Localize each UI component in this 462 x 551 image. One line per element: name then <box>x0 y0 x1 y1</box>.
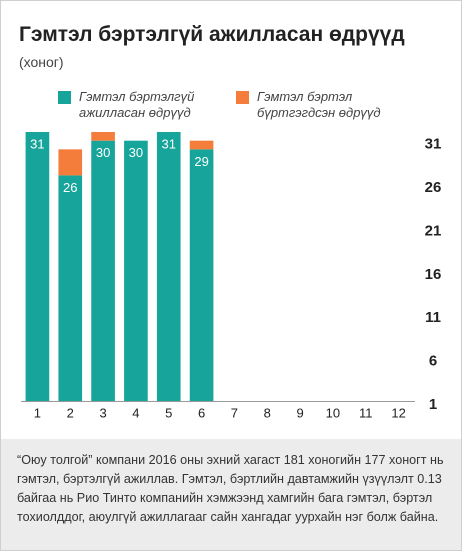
x-tick-label: 8 <box>264 405 271 420</box>
x-tick-label: 12 <box>391 405 405 420</box>
bar-segment <box>58 175 83 401</box>
x-tick-label: 1 <box>34 405 41 420</box>
y-tick-label: 6 <box>429 353 437 370</box>
y-tick-label: 26 <box>425 179 442 196</box>
bar-segment <box>25 132 50 401</box>
bar-segment <box>189 140 214 150</box>
data-label: 31 <box>162 136 176 151</box>
data-label: 30 <box>96 145 110 160</box>
data-label: 26 <box>63 180 77 195</box>
y-tick-label: 31 <box>425 136 442 153</box>
y-tick-label: 11 <box>425 309 441 326</box>
bar-segment <box>189 149 214 401</box>
data-label: 31 <box>30 136 44 151</box>
x-tick-label: 9 <box>296 405 303 420</box>
y-tick-label: 16 <box>425 266 442 283</box>
y-tick-label: 21 <box>425 222 442 239</box>
x-tick-label: 11 <box>359 405 373 420</box>
x-tick-label: 2 <box>67 405 74 420</box>
bar-segment <box>91 140 115 401</box>
legend-label: Гэмтэл бэртэлгүй ажилласан өдрүүд <box>79 89 195 120</box>
x-tick-label: 10 <box>326 405 340 420</box>
data-label: 30 <box>129 145 143 160</box>
x-tick-label: 5 <box>165 405 172 420</box>
x-tick-label: 3 <box>99 405 106 420</box>
bar-segment <box>124 140 148 401</box>
x-tick-label: 4 <box>132 405 139 420</box>
y-tick-label: 1 <box>429 396 437 413</box>
x-tick-label: 6 <box>198 405 205 420</box>
chart-title: Гэмтэл бэртэлгүй ажилласан өдрүүд <box>19 23 405 46</box>
bar-segment <box>91 132 115 141</box>
legend-label: Гэмтэл бэртэл бүртгэгдсэн өдрүүд <box>257 89 381 120</box>
legend-swatch <box>236 91 249 104</box>
bar-segment <box>58 149 83 176</box>
x-tick-label: 7 <box>231 405 238 420</box>
chart-subtitle: (хоног) <box>19 54 64 70</box>
bar-segment <box>156 132 181 401</box>
legend-swatch <box>58 91 71 104</box>
note: “Оюу толгой” компани 2016 оны эхний хага… <box>1 439 461 550</box>
data-label: 29 <box>194 154 208 169</box>
